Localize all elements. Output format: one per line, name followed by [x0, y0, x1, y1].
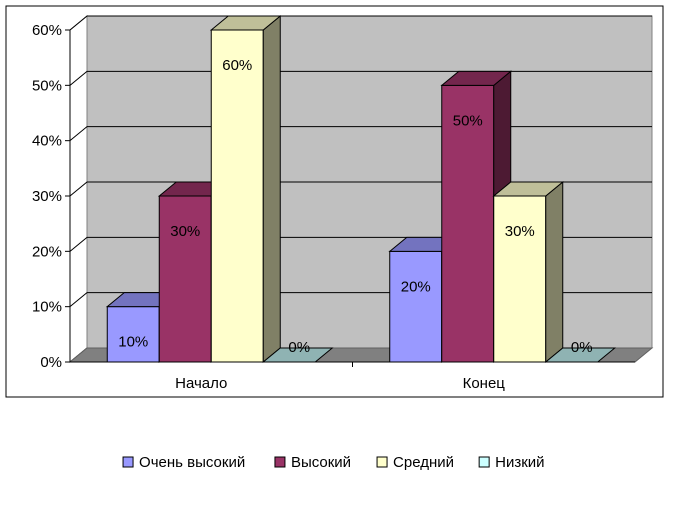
y-tick-label: 10%: [32, 299, 62, 316]
bar-front: [158, 195, 212, 363]
bar-front: [106, 306, 160, 363]
data-label: 20%: [401, 278, 431, 295]
bar-side: [545, 180, 564, 364]
bar: [440, 70, 513, 364]
y-tick-label: 60%: [32, 22, 62, 39]
bar-top: [261, 347, 334, 363]
legend: Очень высокий Высокий Средний Низкий: [122, 454, 545, 471]
data-label: 30%: [505, 223, 535, 240]
data-label: 60%: [222, 57, 252, 74]
legend-swatch: [274, 456, 286, 468]
bar-top: [440, 70, 513, 86]
y-tick-label: 0%: [40, 354, 62, 371]
legend-item: Высокий: [274, 454, 351, 471]
bar-side: [262, 14, 281, 364]
bar-top: [209, 15, 282, 31]
bar-front: [389, 250, 443, 363]
bar: [492, 180, 565, 364]
y-tick-label: 30%: [32, 188, 62, 205]
gridline: [69, 15, 652, 31]
data-label: 50%: [453, 112, 483, 129]
data-label: 30%: [170, 223, 200, 240]
data-label: 0%: [288, 339, 310, 356]
bar-front: [493, 195, 547, 363]
data-label: 10%: [118, 334, 148, 351]
bar: [209, 14, 282, 364]
bar: [261, 347, 334, 363]
bar-top: [492, 181, 565, 197]
legend-label: Средний: [393, 454, 454, 471]
legend-item: Средний: [376, 454, 454, 471]
x-category-label: Конец: [463, 375, 506, 392]
x-category-label: Начало: [175, 375, 227, 392]
bar: [544, 347, 617, 363]
legend-item: Очень высокий: [122, 454, 245, 471]
y-tick-label: 20%: [32, 243, 62, 260]
legend-swatch: [478, 456, 490, 468]
bar-top: [544, 347, 617, 363]
y-tick-label: 40%: [32, 133, 62, 150]
legend-label: Очень высокий: [139, 454, 245, 471]
legend-label: Низкий: [495, 454, 544, 471]
legend-swatch: [376, 456, 388, 468]
y-tick-label: 50%: [32, 77, 62, 94]
legend-item: Низкий: [478, 454, 545, 471]
legend-swatch: [122, 456, 134, 468]
data-label: 0%: [571, 339, 593, 356]
legend-label: Высокий: [291, 454, 351, 471]
bar-front: [210, 29, 264, 363]
